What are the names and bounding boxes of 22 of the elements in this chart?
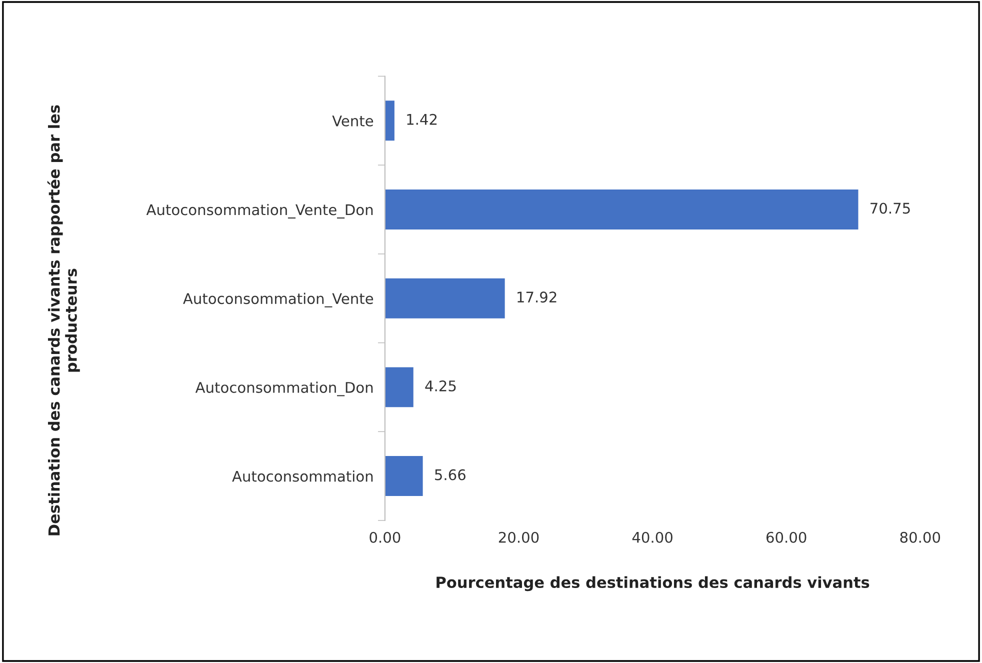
data-label: 1.42: [407, 114, 437, 125]
y-tick-label: Autoconsommation_Vente: [183, 292, 374, 308]
data-label: 5.66: [435, 469, 466, 480]
bar: [384, 278, 505, 318]
bar: [384, 100, 394, 141]
x-tick-label: 40.00: [632, 532, 672, 543]
x-tick-label: 20.00: [498, 532, 539, 543]
data-label: 4.25: [425, 380, 456, 392]
bar: [384, 190, 858, 230]
bar: [384, 456, 423, 496]
x-tick-label: 60.00: [766, 532, 806, 543]
bar: [384, 367, 414, 408]
y-axis-title: Destination des canards vivants rapportée par les producteurs: [47, 105, 80, 536]
y-tick-label: Autoconsommation_Don: [195, 382, 373, 396]
x-tick-label: 80.00: [900, 532, 940, 543]
x-tick-label: 0.00: [370, 532, 400, 543]
y-tick-label: Autoconsommation_Vente_Don: [146, 204, 373, 218]
x-axis-title: Pourcentage des destinations des canards vivants: [436, 576, 870, 592]
y-tick-label: Autoconsommation: [232, 470, 373, 482]
data-label: 17.92: [518, 292, 556, 303]
y-tick-label: Vente: [332, 116, 374, 126]
data-label: 70.75: [870, 202, 910, 214]
